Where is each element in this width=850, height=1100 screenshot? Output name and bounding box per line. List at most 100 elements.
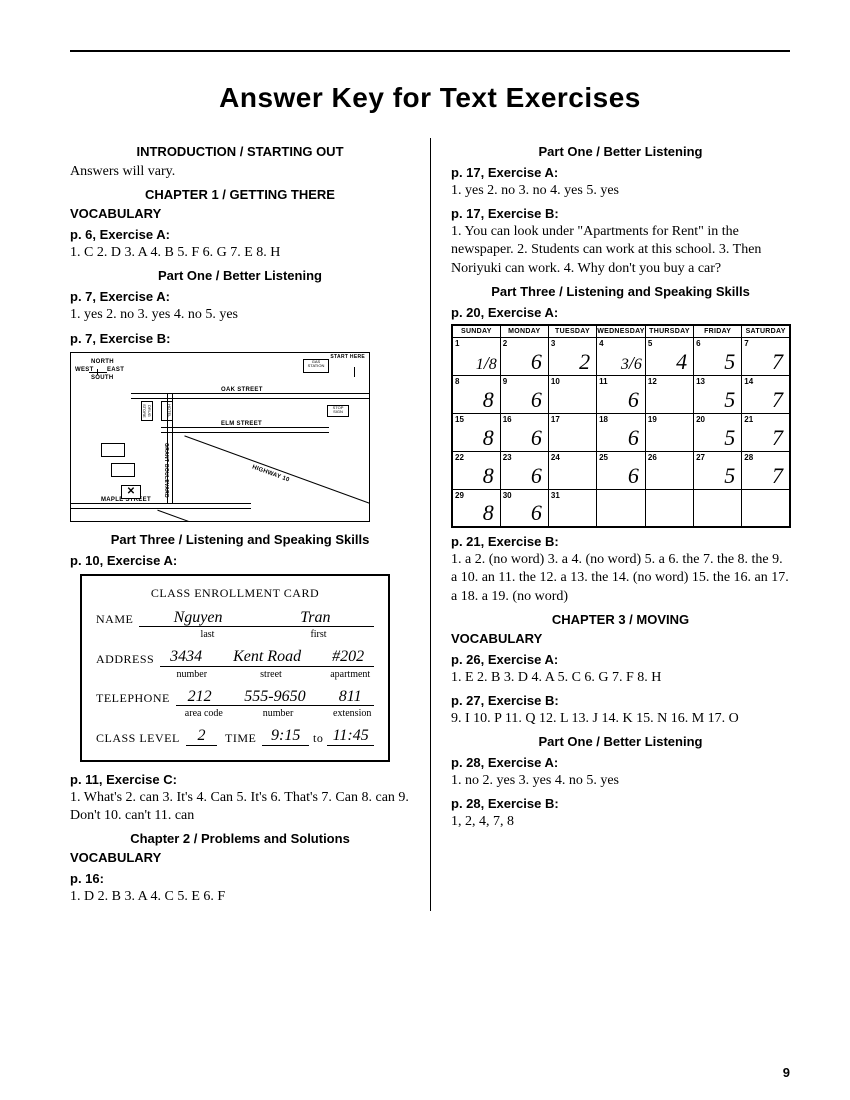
handwritten-value: 6: [531, 427, 542, 449]
p17b-label: p. 17, Exercise B:: [451, 206, 790, 221]
tel-area: 212: [176, 688, 224, 707]
calendar-cell: [742, 489, 790, 527]
page-number: 9: [783, 1065, 790, 1080]
calendar-cell: 236: [500, 451, 548, 489]
p6a-text: 1. C 2. D 3. A 4. B 5. F 6. G 7. E 8. H: [70, 244, 410, 262]
map-x-marker: ✕: [121, 485, 141, 499]
calendar-day-header: THURSDAY: [645, 325, 693, 338]
ch2-vocab: VOCABULARY: [70, 850, 410, 865]
sub-number: number: [168, 669, 216, 680]
handwritten-value: 5: [724, 389, 735, 411]
calendar-cell: [597, 489, 646, 527]
day-number: 9: [503, 377, 507, 386]
name-first: Tran: [257, 609, 374, 628]
calendar-cell: 306: [500, 489, 548, 527]
handwritten-value: 8: [483, 389, 494, 411]
intro-heading: INTRODUCTION / STARTING OUT: [70, 144, 410, 159]
day-number: 14: [744, 377, 753, 386]
sub-last: last: [152, 629, 263, 640]
handwritten-value: 4: [676, 351, 687, 373]
map-gas: GAS STATION: [303, 359, 329, 373]
handwritten-value: 6: [628, 389, 639, 411]
handwritten-value: 6: [531, 502, 542, 524]
p26a-label: p. 26, Exercise A:: [451, 652, 790, 667]
calendar-cell: 166: [500, 413, 548, 451]
handwritten-value: 8: [483, 465, 494, 487]
handwritten-value: 6: [628, 427, 639, 449]
time-to-label: to: [313, 731, 323, 746]
sub-first: first: [263, 629, 374, 640]
intro-text: Answers will vary.: [70, 163, 410, 181]
calendar-cell: 13 5: [694, 375, 742, 413]
calendar-cell: 32: [548, 337, 596, 375]
calendar-cell: 77: [742, 337, 790, 375]
calendar-day-header: TUESDAY: [548, 325, 596, 338]
day-number: 31: [551, 491, 560, 500]
p16-text: 1. D 2. B 3. A 4. C 5. E 6. F: [70, 888, 410, 906]
day-number: 13: [696, 377, 705, 386]
sub-apt: apartment: [326, 669, 374, 680]
ch1-heading: CHAPTER 1 / GETTING THERE: [70, 187, 410, 202]
handwritten-value: 6: [531, 465, 542, 487]
day-number: 12: [648, 377, 657, 386]
calendar-cell: 158: [452, 413, 500, 451]
day-number: 10: [551, 377, 560, 386]
calendar-cell: [645, 489, 693, 527]
map-east: EAST: [107, 367, 124, 373]
p27b-text: 9. I 10. P 11. Q 12. L 13. J 14. K 15. N…: [451, 710, 790, 728]
calendar-day-header: MONDAY: [500, 325, 548, 338]
calendar-cell: 11/8: [452, 337, 500, 375]
day-number: 5: [648, 339, 652, 348]
calendar-cell: 26: [500, 337, 548, 375]
handwritten-value: 7: [772, 351, 783, 373]
calendar-cell: 96: [500, 375, 548, 413]
p21b-text: 1. a 2. (no word) 3. a 4. (no word) 5. a…: [451, 551, 790, 606]
day-number: 26: [648, 453, 657, 462]
calendar-cell: 228: [452, 451, 500, 489]
handwritten-value: 3/6: [621, 354, 642, 373]
calendar-cell: 88: [452, 375, 500, 413]
tel-ext: 811: [326, 688, 374, 707]
p28b-label: p. 28, Exercise B:: [451, 796, 790, 811]
p7b-label: p. 7, Exercise B:: [70, 331, 410, 346]
ch1-part1: Part One / Better Listening: [70, 268, 410, 283]
day-number: 11: [599, 377, 607, 386]
calendar-cell: 205: [694, 413, 742, 451]
handwritten-value: 8: [483, 427, 494, 449]
handwritten-value: 2: [579, 351, 590, 373]
level-val: 2: [186, 727, 217, 746]
calendar-cell: 65: [694, 337, 742, 375]
calendar-cell: 17: [548, 413, 596, 451]
sub-ext: extension: [330, 708, 374, 719]
day-number: 4: [599, 339, 603, 348]
map-drug: DRUG STORE: [141, 401, 153, 421]
day-number: 27: [696, 453, 705, 462]
p17a-label: p. 17, Exercise A:: [451, 165, 790, 180]
calendar-cell: 298: [452, 489, 500, 527]
p10a-label: p. 10, Exercise A:: [70, 553, 410, 568]
calendar-cell: 31: [548, 489, 596, 527]
handwritten-value: 5: [724, 465, 735, 487]
tel-label: TELEPHONE: [96, 691, 170, 706]
calendar-cell: 14 7: [742, 375, 790, 413]
p7a-label: p. 7, Exercise A:: [70, 289, 410, 304]
handwritten-value: 1/8: [476, 354, 497, 373]
ch3-vocab: VOCABULARY: [451, 631, 790, 646]
handwritten-value: 7: [772, 465, 783, 487]
map-stop: STOP SIGN: [327, 405, 349, 417]
p28a-text: 1. no 2. yes 3. yes 4. no 5. yes: [451, 772, 790, 790]
day-number: 7: [744, 339, 748, 348]
calendar-cell: 27 5: [694, 451, 742, 489]
day-number: 3: [551, 339, 555, 348]
p7a-text: 1. yes 2. no 3. yes 4. no 5. yes: [70, 306, 410, 324]
handwritten-value: 7: [772, 427, 783, 449]
p17a-text: 1. yes 2. no 3. no 4. yes 5. yes: [451, 182, 790, 200]
handwritten-value: 7: [772, 389, 783, 411]
r-part3: Part Three / Listening and Speaking Skil…: [451, 284, 790, 299]
map-oak: OAK STREET: [221, 387, 263, 393]
page-title: Answer Key for Text Exercises: [70, 82, 790, 114]
calendar-cell: [694, 489, 742, 527]
sub-tnum: number: [226, 708, 331, 719]
level-label: CLASS LEVEL: [96, 731, 180, 746]
time-label: TIME: [225, 731, 256, 746]
